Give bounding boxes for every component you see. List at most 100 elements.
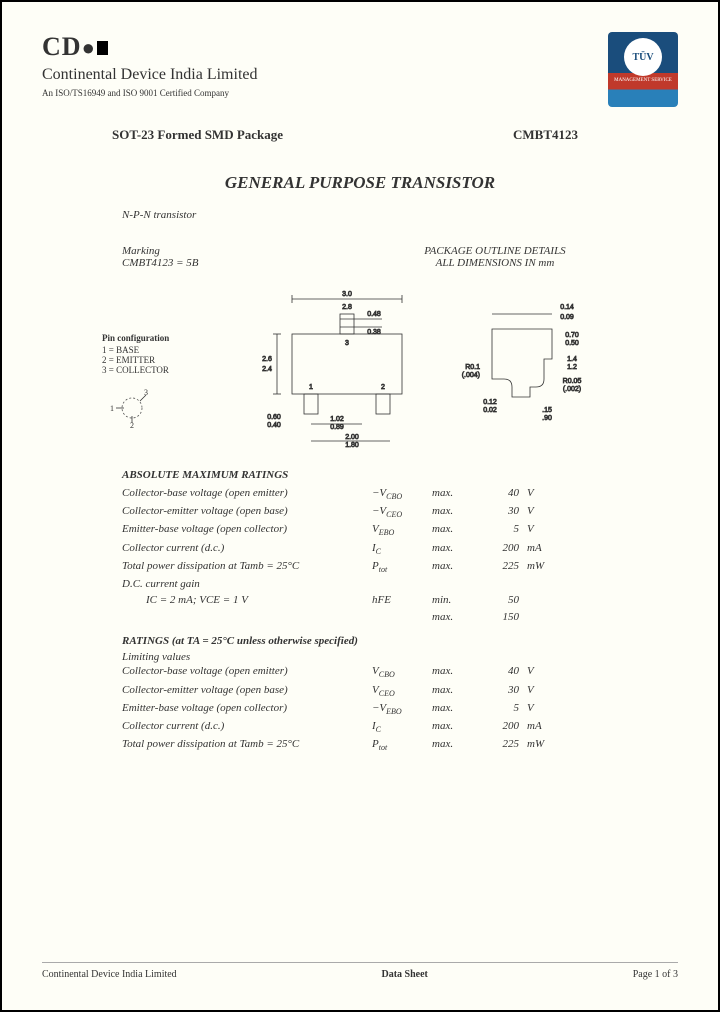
rating-symbol: VEBO [372,521,432,539]
dim-r1-in: (.004) [462,372,480,379]
rating-row: Collector current (d.c.)ICmax.200mA [122,718,638,736]
dc-gain-symbol: hFE [372,592,432,609]
rating-row: Emitter-base voltage (open collector)VEB… [122,521,638,539]
tuv-text: MANAGEMENT SERVICE [608,78,678,83]
company-name: Continental Device India Limited [42,66,258,84]
pin-configuration: Pin configuration 1 = BASE 2 = EMITTER 3… [102,333,222,435]
dim-lead-t-min: 0.02 [483,407,497,414]
logo-area: CD● Continental Device India Limited An … [42,32,258,98]
rating-unit: mW [527,736,557,754]
rating-value: 225 [482,736,527,754]
dim-h-max: 2.6 [262,356,272,363]
footer-company: Continental Device India Limited [42,969,177,980]
rating-row: Total power dissipation at Tamb = 25°CPt… [122,558,638,576]
dim-r1: R0.1 [465,364,480,371]
rating-minmax: max. [432,558,482,576]
ratings-subtitle: Limiting values [122,651,638,663]
svg-text:3: 3 [345,340,349,347]
package-outline-diagram: 1 2 3 3.0 2.8 0.48 0.38 2.6 2.4 1.02 0. [222,279,602,449]
dim-w-max: 3.0 [342,291,352,298]
svg-text:2: 2 [381,384,385,391]
rating-desc: Total power dissipation at Tamb = 25°C [122,736,372,754]
footer: Continental Device India Limited Data Sh… [42,962,678,980]
rating-unit: mA [527,540,557,558]
logo-text: CD [42,32,82,61]
rating-row: Collector-emitter voltage (open base)−VC… [122,503,638,521]
svg-text:1: 1 [110,404,114,413]
diagram-row: Pin configuration 1 = BASE 2 = EMITTER 3… [102,279,678,449]
rating-minmax: max. [432,485,482,503]
dim-span-min: 1.80 [345,442,359,449]
rating-minmax: max. [432,540,482,558]
dim-h-min: 2.4 [262,366,272,373]
dim-stand-min: .90 [542,415,552,422]
rating-minmax: max. [432,718,482,736]
dim-pitch-min: 0.89 [330,424,344,431]
iso-certification: An ISO/TS16949 and ISO 9001 Certified Co… [42,88,258,98]
dim-foot-max: 0.60 [267,414,281,421]
dim-span-max: 2.00 [345,434,359,441]
dim-r2-in: (.002) [563,386,581,393]
rating-row: Emitter-base voltage (open collector)−VE… [122,700,638,718]
rating-unit: V [527,700,557,718]
rating-row: Collector-base voltage (open emitter)−VC… [122,485,638,503]
dim-body-h-max: 0.70 [565,332,579,339]
svg-text:1: 1 [309,384,313,391]
ratings-title: RATINGS (at TA = 25°C unless otherwise s… [122,635,638,647]
tuv-badge: TÜV MANAGEMENT SERVICE [608,32,678,107]
rating-desc: Collector-emitter voltage (open base) [122,503,372,521]
absolute-max-ratings: ABSOLUTE MAXIMUM RATINGS Collector-base … [122,469,638,754]
dc-gain-label: D.C. current gain [122,576,372,593]
marking-row: Marking CMBT4123 = 5B PACKAGE OUTLINE DE… [122,245,678,269]
rating-desc: Collector-base voltage (open emitter) [122,485,372,503]
rating-minmax: max. [432,503,482,521]
dim-lead-w-min: 0.38 [367,329,381,336]
rating-value: 200 [482,718,527,736]
dim-w-min: 2.8 [342,304,352,311]
rating-minmax: max. [432,521,482,539]
dc-gain-max-val: 150 [482,609,527,626]
outline-subtitle: ALL DIMENSIONS IN mm [312,257,678,269]
pin-1: 1 = BASE [102,345,222,355]
marking-value: CMBT4123 = 5B [122,257,312,269]
dc-gain-cond: IC = 2 mA; VCE = 1 V [122,592,372,609]
part-number: CMBT4123 [513,127,578,143]
rating-symbol: IC [372,540,432,558]
rating-value: 225 [482,558,527,576]
rating-row: Collector current (d.c.)ICmax.200mA [122,540,638,558]
dim-total-h-min: 1.2 [567,364,577,371]
rating-desc: Emitter-base voltage (open collector) [122,521,372,539]
rating-minmax: max. [432,736,482,754]
rating-value: 30 [482,682,527,700]
rating-unit: mA [527,718,557,736]
dim-pitch-max: 1.02 [330,416,344,423]
header: CD● Continental Device India Limited An … [42,32,678,107]
rating-symbol: −VEBO [372,700,432,718]
dim-stand-max: .15 [542,407,552,414]
tuv-circle: TÜV [624,38,662,76]
transistor-type: N-P-N transistor [122,209,678,221]
marking-label: Marking [122,245,312,257]
dim-foot-min: 0.40 [267,422,281,429]
rating-unit: mW [527,558,557,576]
rating-symbol: Ptot [372,558,432,576]
dim-lead-t-max: 0.12 [483,399,497,406]
rating-desc: Collector-base voltage (open emitter) [122,663,372,681]
rating-desc: Collector current (d.c.) [122,718,372,736]
rating-row: Collector-base voltage (open emitter)VCB… [122,663,638,681]
rating-row: Collector-emitter voltage (open base)VCE… [122,682,638,700]
rating-value: 200 [482,540,527,558]
rating-symbol: VCEO [372,682,432,700]
main-title: GENERAL PURPOSE TRANSISTOR [42,173,678,193]
dim-lead-w-max: 0.48 [367,311,381,318]
rating-unit: V [527,503,557,521]
rating-value: 5 [482,521,527,539]
title-row: SOT-23 Formed SMD Package CMBT4123 [112,127,658,143]
rating-unit: V [527,521,557,539]
dim-body-h-min: 0.50 [565,340,579,347]
pin-2: 2 = EMITTER [102,355,222,365]
dc-gain-min-val: 50 [482,592,527,609]
rating-row: Total power dissipation at Tamb = 25°CPt… [122,736,638,754]
rating-minmax: max. [432,682,482,700]
pin-config-title: Pin configuration [102,333,222,343]
